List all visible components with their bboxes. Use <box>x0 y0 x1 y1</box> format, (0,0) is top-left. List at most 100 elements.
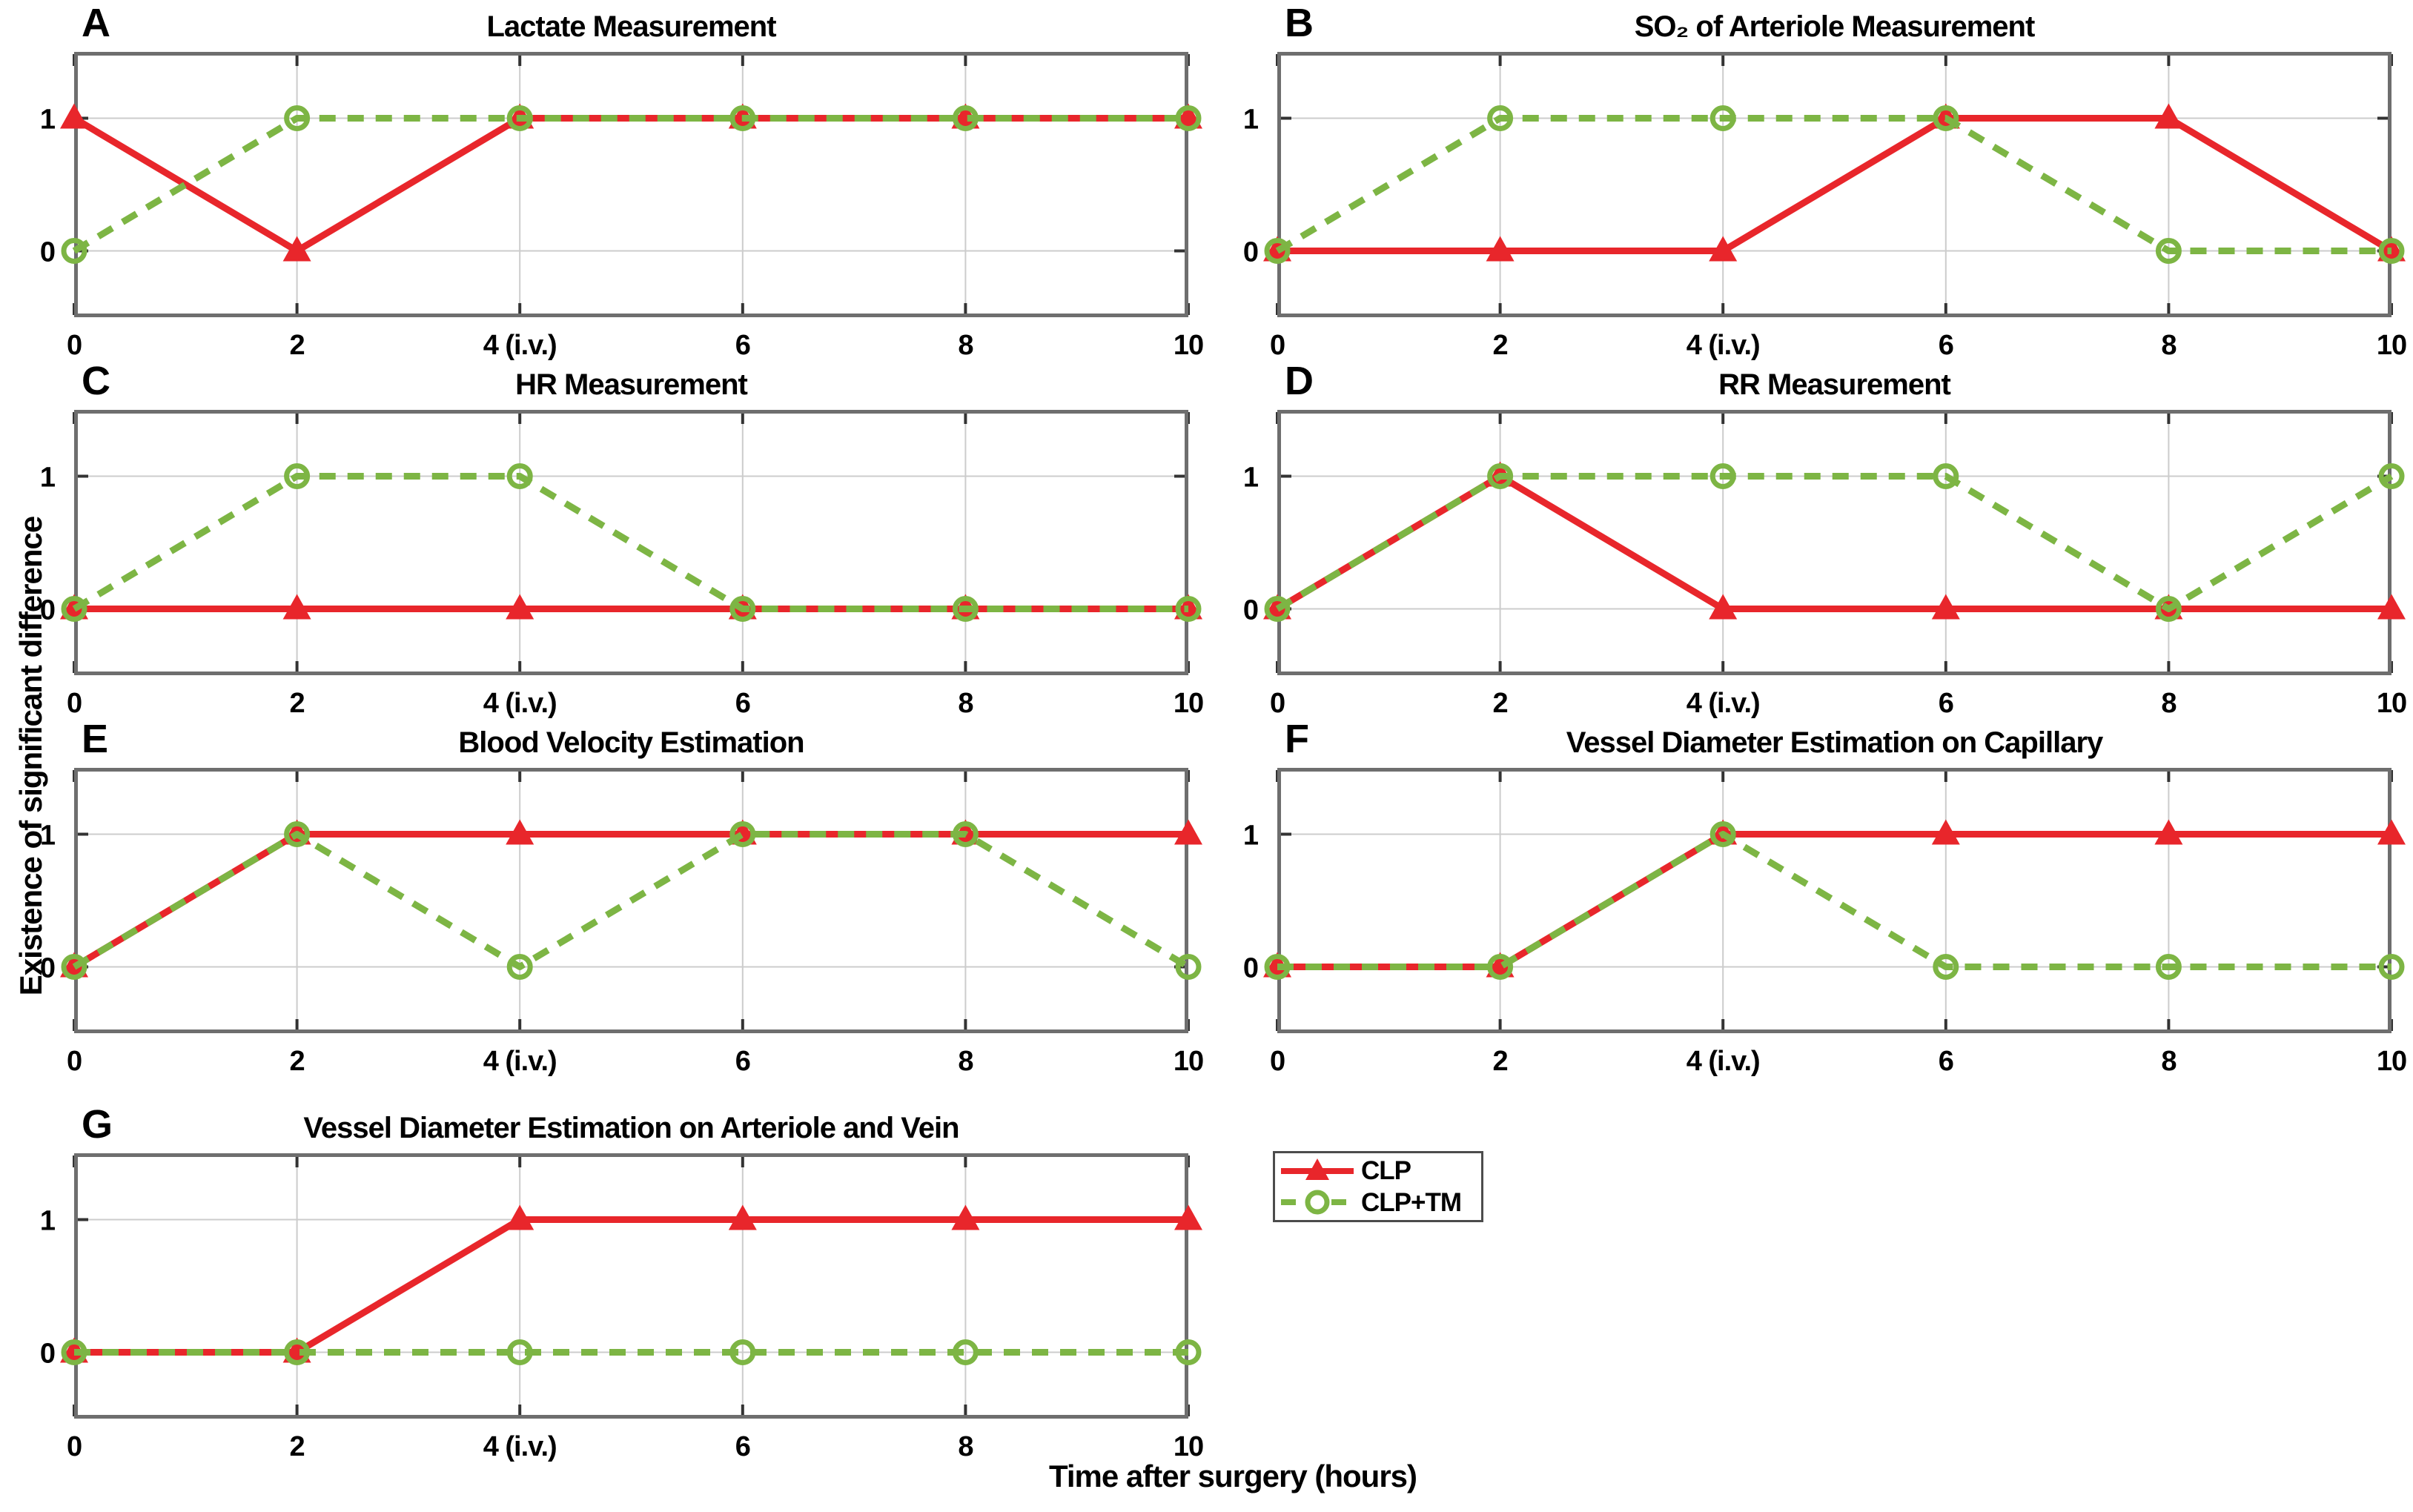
panel-title-b: SO₂ of Arteriole Measurement <box>1634 10 2036 43</box>
x-tick-label: 10 <box>2377 330 2406 361</box>
clp-tm-circle-marker <box>1487 954 1514 980</box>
x-tick-label: 8 <box>2161 330 2176 361</box>
x-tick-label: 8 <box>958 330 973 361</box>
clp-triangle-marker <box>2154 103 2183 129</box>
x-tick-label: 10 <box>2377 688 2406 719</box>
clp-triangle-marker <box>506 819 534 845</box>
clp-tm-circle-marker <box>506 1339 533 1365</box>
panel-d: D RR Measurement 0 2 4 (i.v.) 6 8 10 0 1 <box>1243 361 2407 719</box>
x-tick-label: 6 <box>1939 1046 1953 1077</box>
plot-background <box>1277 768 2392 1033</box>
legend-row-clp: CLP <box>1280 1155 1477 1187</box>
plot-background <box>74 410 1188 675</box>
series-line-CLP <box>74 1216 1188 1356</box>
x-tick-label: 0 <box>1270 1046 1285 1077</box>
clp-tm-circle-marker <box>506 105 533 131</box>
series-line-CLP+TM <box>1275 473 2394 612</box>
clp-triangle-marker <box>951 1204 980 1230</box>
series-line-CLP+TM <box>72 831 1191 970</box>
x-tick-label: 8 <box>958 688 973 719</box>
y-tick-label: 0 <box>1243 953 1258 984</box>
clp-tm-circle-marker <box>729 596 756 622</box>
x-tick-label: 0 <box>67 1431 82 1462</box>
x-tick-label: 0 <box>1270 688 1285 719</box>
clp-triangle-marker <box>282 594 311 620</box>
x-tick-label: 2 <box>290 688 305 719</box>
clp-tm-sample-circle <box>1305 1190 1330 1215</box>
clp-tm-circle-marker <box>1487 463 1514 489</box>
panel-g: G Vessel Diameter Estimation on Arteriol… <box>40 1104 1204 1462</box>
clp-tm-circle-marker <box>1264 238 1291 264</box>
y-tick-label: 0 <box>40 1339 55 1370</box>
clp-tm-circle-marker <box>1709 821 1736 847</box>
clp-tm-circle-marker <box>2378 238 2405 264</box>
clp-sample-triangle <box>1305 1158 1329 1180</box>
panel-title-g: Vessel Diameter Estimation on Arteriole … <box>303 1112 959 1144</box>
x-tick-label: 10 <box>2377 1046 2406 1077</box>
clp-triangle-marker <box>506 1204 534 1230</box>
clp-tm-circle-marker <box>1933 954 1959 980</box>
y-tick-label: 1 <box>40 1206 56 1237</box>
clp-tm-circle-marker <box>952 596 979 622</box>
x-tick-label: 2 <box>290 1046 305 1077</box>
panel-letter-f: F <box>1285 717 1309 761</box>
x-tick-label: 8 <box>2161 688 2176 719</box>
clp-tm-circle-marker <box>284 463 311 489</box>
x-tick-label: 6 <box>735 330 750 361</box>
panel-c: C HR Measurement 0 2 4 (i.v.) 6 8 10 0 1 <box>40 361 1204 719</box>
clp-tm-circle-marker <box>61 238 87 264</box>
spine-box <box>74 410 1188 675</box>
clp-tm-circle-marker <box>2378 463 2405 489</box>
clp-triangle-marker <box>282 236 311 262</box>
panel-letter-a: A <box>82 1 110 45</box>
series-line-CLP <box>1277 831 2392 970</box>
x-tick-label: 10 <box>1174 1431 1203 1462</box>
clp-tm-circle-marker <box>1709 463 1736 489</box>
clp-triangle-marker <box>1709 236 1738 262</box>
clp-triangle-marker <box>1709 594 1738 620</box>
x-tick-label: 10 <box>1174 1046 1203 1077</box>
panel-letter-e: E <box>82 717 109 761</box>
clp-tm-line-sample-icon <box>1281 1190 1354 1215</box>
plot-background <box>74 52 1188 317</box>
clp-tm-circle-marker <box>1487 105 1514 131</box>
plot-area-g: 0 2 4 (i.v.) 6 8 10 0 1 <box>40 1153 1204 1462</box>
clp-tm-circle-marker <box>952 105 979 131</box>
x-tick-label: 4 (i.v.) <box>483 1431 557 1462</box>
panel-title-a: Lactate Measurement <box>486 10 776 43</box>
x-tick-label: 2 <box>1493 330 1508 361</box>
spine-box <box>74 768 1188 1033</box>
clp-tm-circle-marker <box>952 821 979 847</box>
series-line-CLP <box>72 831 1188 970</box>
clp-triangle-marker <box>1931 594 1960 620</box>
clp-tm-circle-marker <box>284 821 311 847</box>
spine-box <box>74 1153 1188 1419</box>
x-tick-label: 0 <box>67 1046 82 1077</box>
spine-box <box>1277 768 2392 1033</box>
clp-tm-circle-marker <box>1264 596 1291 622</box>
x-tick-label: 2 <box>1493 688 1508 719</box>
y-tick-label: 1 <box>40 820 56 852</box>
plot-background <box>74 1153 1188 1419</box>
clp-triangle-marker <box>2154 819 2183 845</box>
y-tick-label: 0 <box>40 595 55 626</box>
x-tick-label: 6 <box>1939 330 1953 361</box>
plot-area-e: 0 2 4 (i.v.) 6 8 10 0 1 <box>40 768 1204 1077</box>
spine-box <box>74 52 1188 317</box>
clp-tm-circle-marker <box>284 1339 311 1365</box>
clp-triangle-marker <box>1486 236 1515 262</box>
y-tick-label: 0 <box>40 953 55 984</box>
x-tick-label: 10 <box>1174 330 1203 361</box>
y-tick-label: 0 <box>1243 595 1258 626</box>
x-tick-label: 4 (i.v.) <box>1687 330 1760 361</box>
legend-row-clp-tm: CLP+TM <box>1280 1187 1477 1218</box>
x-tick-label: 6 <box>735 1431 750 1462</box>
series-line-CLP+TM <box>72 473 1188 612</box>
x-tick-label: 6 <box>735 688 750 719</box>
y-tick-label: 0 <box>40 237 55 268</box>
x-axis-label: Time after surgery (hours) <box>1048 1459 1417 1493</box>
plot-area-d: 0 2 4 (i.v.) 6 8 10 0 1 <box>1243 410 2407 719</box>
panel-letter-b: B <box>1285 1 1314 45</box>
panel-letter-d: D <box>1285 359 1314 403</box>
